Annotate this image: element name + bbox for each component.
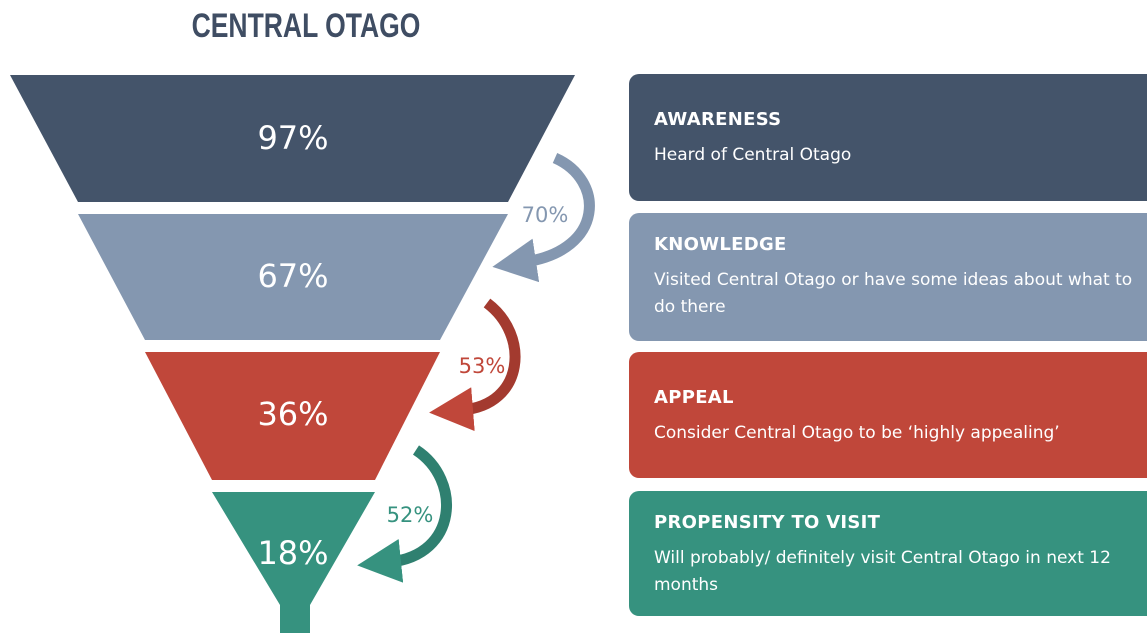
- stage-description: Will probably/ definitely visit Central …: [654, 548, 1111, 595]
- stage-value: 36%: [257, 395, 328, 433]
- stage-description: Visited Central Otago or have some ideas…: [654, 270, 1133, 317]
- stage-value: 67%: [257, 257, 328, 295]
- stage-box: PROPENSITY TO VISIT Will probably/ defin…: [629, 491, 1147, 616]
- stage-heading: KNOWLEDGE: [654, 234, 787, 255]
- conversion-label: 52%: [387, 503, 434, 527]
- stage-value: 97%: [257, 119, 328, 157]
- stage-value: 18%: [257, 534, 328, 572]
- arrow: [492, 152, 595, 283]
- arrow: [357, 445, 452, 583]
- stage-description: Consider Central Otago to be ‘highly app…: [654, 423, 1060, 443]
- title: CENTRAL OTAGO: [192, 7, 421, 45]
- funnel-stage: [145, 352, 440, 480]
- stage-box: AWARENESS Heard of Central Otago: [629, 74, 1147, 201]
- stage-heading: AWARENESS: [654, 109, 782, 130]
- funnel-stage: [78, 214, 508, 340]
- arrow: [429, 298, 521, 432]
- funnel-stage: [10, 75, 575, 202]
- stage-description: Heard of Central Otago: [654, 145, 852, 165]
- funnel-stage: [212, 492, 375, 633]
- stage-box: APPEAL Consider Central Otago to be ‘hig…: [629, 352, 1147, 478]
- stage-heading: PROPENSITY TO VISIT: [654, 512, 881, 533]
- stage-heading: APPEAL: [654, 387, 734, 408]
- conversion-label: 70%: [522, 203, 569, 227]
- stage-box: KNOWLEDGE Visited Central Otago or have …: [629, 213, 1147, 341]
- conversion-label: 53%: [459, 354, 506, 378]
